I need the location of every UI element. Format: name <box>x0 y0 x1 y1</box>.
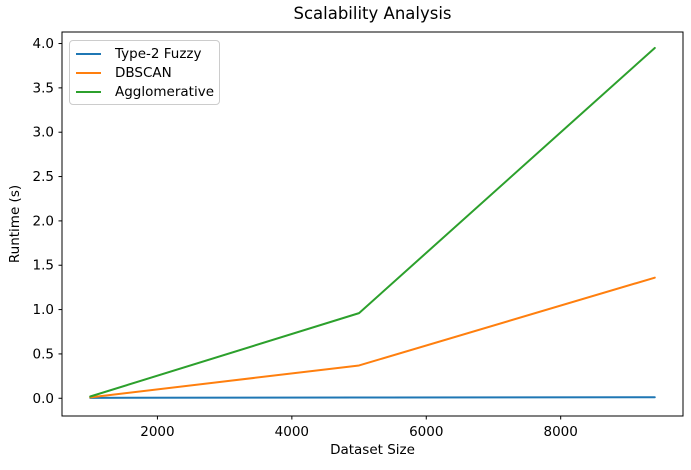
y-tick-label: 2.0 <box>33 213 54 229</box>
x-axis-label: Dataset Size <box>330 442 415 458</box>
legend-line-swatch <box>76 90 101 93</box>
y-tick-label: 0.0 <box>33 391 54 407</box>
y-tick-label: 1.5 <box>33 258 54 274</box>
x-tick-label: 6000 <box>409 424 443 440</box>
legend: Type-2 Fuzzy DBSCAN Agglomerative <box>69 40 220 105</box>
legend-line-swatch <box>76 52 101 55</box>
legend-item-label: Type-2 Fuzzy <box>115 45 202 62</box>
y-tick-label: 0.5 <box>33 346 54 362</box>
legend-item: Agglomerative <box>70 83 219 100</box>
x-tick-label: 2000 <box>140 424 174 440</box>
y-axis-label: Runtime (s) <box>7 184 23 264</box>
chart-title: Scalability Analysis <box>293 4 452 23</box>
y-tick-label: 1.0 <box>33 302 54 318</box>
series-line-agglomerative <box>89 46 656 398</box>
series-line-type-2-fuzzy <box>89 396 656 399</box>
legend-item-label: Agglomerative <box>115 83 215 100</box>
x-tick-label: 8000 <box>544 424 578 440</box>
legend-item: Type-2 Fuzzy <box>70 45 219 62</box>
y-tick-label: 3.0 <box>33 125 54 141</box>
legend-item: DBSCAN <box>70 64 219 81</box>
legend-item-label: DBSCAN <box>115 64 172 81</box>
y-tick-label: 3.5 <box>33 80 54 96</box>
y-tick-label: 4.0 <box>33 36 54 52</box>
plot-frame <box>61 31 684 417</box>
legend-line-swatch <box>76 71 101 74</box>
x-tick-label: 4000 <box>275 424 309 440</box>
series-line-dbscan <box>89 276 656 399</box>
y-tick-label: 2.5 <box>33 169 54 185</box>
